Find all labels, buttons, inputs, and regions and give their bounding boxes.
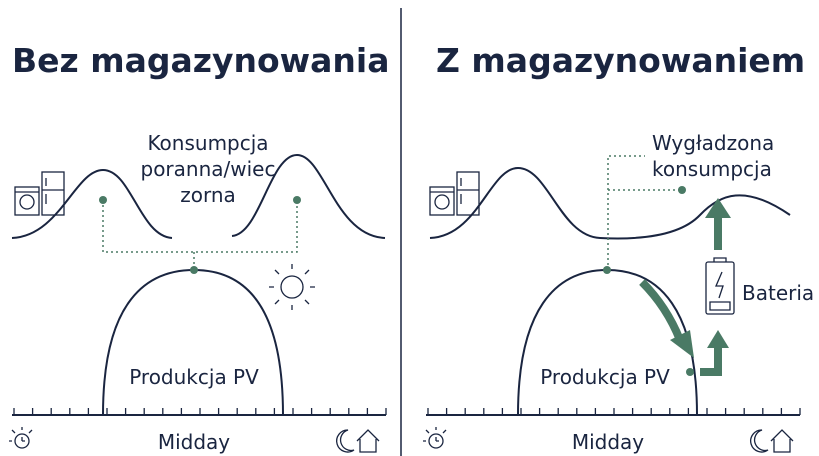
consumption-label: Wygładzona	[652, 131, 774, 155]
consumption-label: Konsumpcja	[147, 131, 268, 155]
morning-curve	[11, 168, 173, 239]
arrowhead	[707, 330, 729, 348]
appliances-icon	[14, 171, 65, 216]
connector	[607, 155, 682, 270]
battery-label: Bateria	[742, 281, 814, 305]
night-icon	[750, 429, 794, 453]
left-title: Bez magazynowania	[12, 41, 390, 80]
sunrise-icon	[423, 427, 447, 449]
production-curve	[102, 268, 284, 416]
battery-icon	[705, 257, 735, 315]
dot	[686, 368, 694, 376]
production-label: Produkcja PV	[540, 365, 670, 389]
axis-label: Midday	[158, 430, 230, 454]
appliances-icon	[429, 171, 480, 216]
dot	[99, 196, 107, 204]
dot	[603, 266, 611, 274]
night-icon	[336, 429, 380, 453]
arrowhead	[670, 330, 694, 358]
right-title: Z magazynowaniem	[436, 41, 805, 80]
evening-curve	[231, 153, 386, 239]
consumption-label: konsumpcja	[652, 157, 772, 181]
sun-icon	[269, 264, 315, 310]
production-label: Produkcja PV	[129, 365, 259, 389]
dot	[293, 196, 301, 204]
production-curve	[517, 268, 698, 416]
consumption-label: poranna/wiec	[141, 157, 276, 181]
arrowhead	[705, 198, 731, 218]
connector	[102, 200, 298, 270]
consumption-label: zorna	[180, 183, 236, 207]
discharge-arrow	[700, 345, 722, 376]
axis-label: Midday	[572, 430, 644, 454]
sunrise-icon	[9, 427, 33, 449]
dot	[190, 266, 198, 274]
charge-arrow	[639, 279, 684, 342]
dot	[678, 186, 686, 194]
